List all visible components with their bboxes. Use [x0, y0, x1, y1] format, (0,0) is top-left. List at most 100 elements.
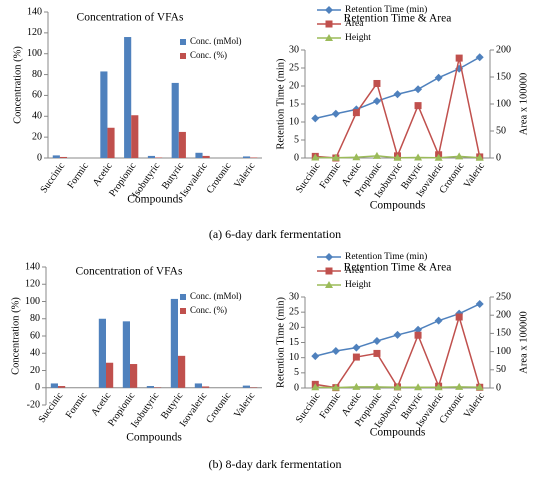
y-tick-label: 10	[289, 352, 299, 363]
bar	[250, 157, 257, 158]
bar	[106, 363, 113, 388]
y-tick-label: 80	[32, 69, 42, 80]
bar	[58, 386, 65, 388]
bar	[60, 157, 67, 158]
bar	[51, 383, 58, 387]
legend-label: Retention Time (min)	[345, 4, 427, 15]
bar	[130, 364, 137, 388]
y2-tick-label: 50	[496, 125, 506, 136]
bar	[178, 356, 185, 388]
legend-label: Area	[345, 19, 364, 29]
y-tick-label: 30	[289, 44, 299, 55]
marker	[353, 354, 360, 361]
y-tick-label: 5	[294, 367, 299, 378]
bar	[195, 153, 202, 158]
bar	[243, 156, 250, 158]
y-tick-label: 30	[289, 291, 299, 302]
marker	[353, 109, 360, 116]
marker	[326, 268, 333, 275]
legend-swatch	[180, 53, 186, 59]
y-tick-label: 140	[25, 261, 40, 272]
y-tick-label: 80	[30, 313, 40, 324]
y-axis-label: Retention Time (min)	[275, 297, 286, 389]
y-tick-label: 0	[294, 382, 299, 393]
y2-tick-label: 0	[496, 152, 501, 163]
y-tick-label: 100	[27, 48, 42, 59]
y-tick-label: 20	[30, 365, 40, 376]
y-tick-label: 0	[37, 152, 42, 163]
marker	[456, 55, 463, 62]
legend-label: Conc. (mMol)	[190, 36, 242, 46]
y2-axis-label: Area x 100000	[518, 73, 529, 135]
y2-tick-label: 200	[496, 309, 511, 320]
y-tick-label: 20	[289, 322, 299, 333]
y2-tick-label: 200	[496, 44, 511, 55]
y-axis-label: Concentration (%)	[10, 297, 21, 375]
bar	[243, 386, 250, 388]
y-tick-label: 40	[30, 348, 40, 359]
y2-tick-label: 100	[496, 98, 511, 109]
y-tick-label: 20	[289, 80, 299, 91]
chart-title: Concentration of VFAs	[76, 266, 183, 278]
y2-tick-label: 100	[496, 346, 511, 357]
y2-tick-label: 150	[496, 328, 511, 339]
bar	[171, 299, 178, 388]
y-tick-label: 0	[294, 152, 299, 163]
marker	[415, 332, 422, 339]
bar	[172, 83, 179, 158]
marker	[373, 350, 380, 357]
y-tick-label: 0	[35, 382, 40, 393]
legend-label: Conc. (%)	[190, 305, 227, 315]
x-axis-label: Compounds	[370, 200, 426, 212]
bar	[123, 321, 130, 387]
bar	[155, 157, 162, 158]
legend-label: Conc. (mMol)	[190, 291, 242, 301]
marker	[415, 102, 422, 109]
y-tick-label: 100	[25, 296, 40, 307]
bar	[100, 71, 107, 158]
y-tick-label: 120	[27, 27, 42, 38]
bar	[53, 155, 60, 158]
y-tick-label: 25	[289, 306, 299, 317]
caption: (b) 8-day dark fermentation	[209, 457, 342, 471]
y-tick-label: 60	[30, 330, 40, 341]
bar	[124, 37, 131, 158]
y-tick-label: -20	[27, 399, 40, 410]
marker	[326, 21, 333, 28]
bar	[107, 128, 114, 158]
legend-label: Area	[345, 266, 364, 276]
y-tick-label: 20	[32, 131, 42, 142]
bar	[203, 156, 210, 158]
legend-label: Conc. (%)	[190, 50, 227, 60]
bar	[148, 156, 155, 158]
y-tick-label: 140	[27, 6, 42, 17]
marker	[373, 80, 380, 87]
bar	[202, 386, 209, 387]
y2-tick-label: 50	[496, 364, 506, 375]
legend-label: Height	[345, 33, 371, 43]
bar	[179, 132, 186, 158]
y2-axis-label: Area x 100000	[518, 311, 529, 373]
y-tick-label: 15	[289, 337, 299, 348]
legend-swatch	[180, 308, 186, 314]
bar	[131, 115, 138, 158]
y-axis-label: Concentration (%)	[12, 46, 23, 124]
legend-swatch	[180, 39, 186, 45]
y-tick-label: 25	[289, 62, 299, 73]
y2-tick-label: 250	[496, 291, 511, 302]
y-axis-label: Retention Time (min)	[275, 58, 286, 150]
y-tick-label: 40	[32, 111, 42, 122]
y-tick-label: 120	[25, 279, 40, 290]
y-tick-label: 10	[289, 116, 299, 127]
bar	[147, 386, 154, 388]
legend-label: Height	[345, 280, 371, 290]
legend-swatch	[180, 294, 186, 300]
legend-label: Retention Time (min)	[345, 251, 427, 262]
y-tick-label: 5	[294, 134, 299, 145]
x-axis-label: Compounds	[126, 432, 182, 444]
bar	[99, 319, 106, 388]
bar	[195, 383, 202, 387]
y-tick-label: 15	[289, 98, 299, 109]
y2-tick-label: 150	[496, 71, 511, 82]
